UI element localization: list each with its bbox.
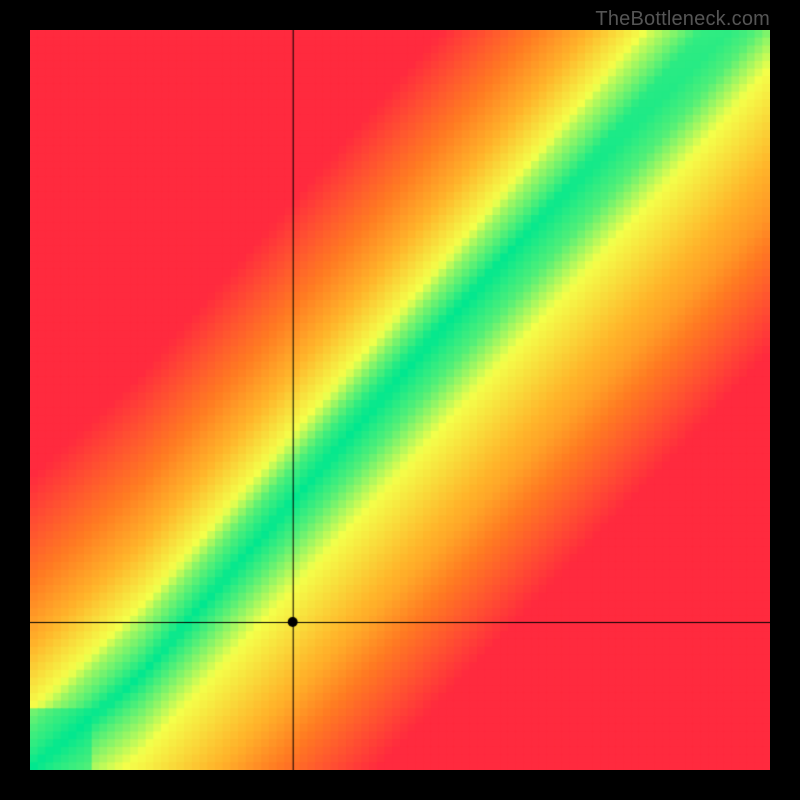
bottleneck-heatmap (30, 30, 770, 770)
watermark-text: TheBottleneck.com (595, 8, 770, 31)
